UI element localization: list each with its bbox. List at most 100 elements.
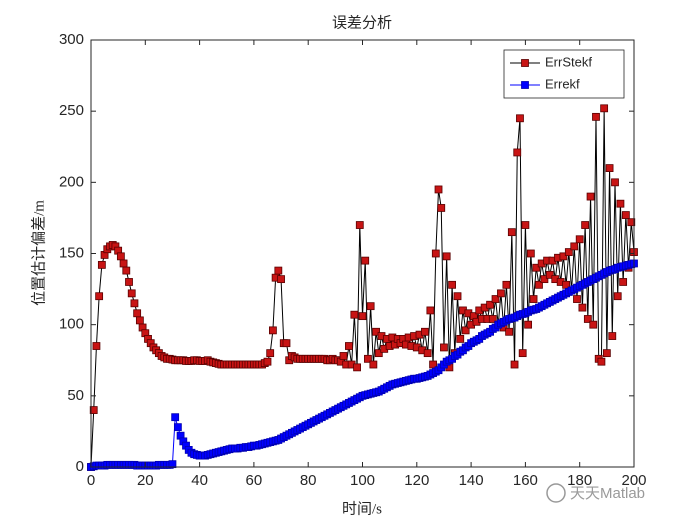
marker (135, 316, 144, 325)
marker (586, 192, 595, 201)
marker (581, 221, 590, 229)
legend-marker (521, 81, 529, 89)
marker (619, 278, 628, 286)
marker (616, 199, 625, 208)
marker (442, 252, 451, 261)
marker (353, 363, 361, 372)
marker (613, 292, 622, 301)
marker (92, 342, 101, 350)
marker (426, 306, 435, 315)
marker (171, 413, 180, 422)
watermark: 天天Matlab (546, 483, 645, 503)
marker (589, 320, 598, 329)
y-tick-label: 50 (67, 387, 84, 404)
marker (364, 354, 372, 363)
marker (274, 266, 283, 275)
marker (168, 460, 177, 469)
marker (263, 357, 272, 366)
series-markers (87, 259, 638, 471)
marker (89, 406, 98, 414)
marker (611, 178, 619, 187)
marker (366, 302, 375, 311)
marker (486, 300, 495, 309)
marker (545, 270, 554, 279)
marker (456, 334, 465, 343)
marker (529, 295, 538, 303)
marker (559, 252, 568, 261)
legend: ErrStekf Errekf (503, 49, 625, 99)
marker (497, 289, 505, 298)
marker (518, 349, 527, 358)
y-tick-label: 200 (59, 173, 84, 190)
chart-title: 误差分析 (332, 14, 392, 31)
marker (578, 303, 587, 312)
x-tick-label: 140 (459, 472, 484, 489)
marker (339, 352, 348, 360)
y-tick-label: 0 (76, 458, 84, 475)
x-tick-label: 20 (137, 472, 154, 489)
marker (116, 252, 125, 261)
marker (119, 259, 128, 268)
marker (277, 275, 285, 284)
marker (540, 275, 549, 284)
y-tick-label: 250 (59, 102, 84, 119)
marker (605, 164, 614, 173)
marker (355, 221, 364, 229)
marker (122, 266, 131, 275)
x-tick-label: 80 (300, 472, 317, 489)
marker (597, 357, 606, 366)
marker (505, 327, 514, 336)
legend-label: ErrStekf (545, 54, 592, 69)
x-axis-label: 时间/s (342, 500, 382, 517)
marker (535, 280, 543, 289)
marker (602, 349, 611, 358)
y-axis-label: 位置估计偏差/m (30, 200, 47, 306)
marker (507, 228, 516, 237)
x-tick-label: 200 (621, 472, 646, 489)
marker (592, 112, 600, 121)
legend-label: Errekf (545, 76, 580, 91)
marker (600, 104, 609, 113)
marker (345, 342, 353, 350)
x-tick-label: 40 (191, 472, 208, 489)
marker (266, 349, 275, 358)
marker (621, 211, 630, 219)
marker (369, 360, 378, 369)
y-tick-label: 100 (59, 316, 84, 333)
marker (526, 249, 535, 258)
marker (564, 248, 573, 256)
y-tick-label: 300 (59, 31, 84, 48)
marker (133, 309, 142, 318)
marker (573, 295, 581, 303)
marker (269, 326, 277, 335)
marker (453, 292, 462, 301)
marker (440, 343, 448, 352)
marker (423, 349, 432, 358)
marker (421, 327, 429, 336)
marker (434, 185, 443, 194)
marker (125, 278, 133, 286)
marker (127, 289, 136, 298)
y-tick-label: 150 (59, 244, 84, 261)
marker (448, 280, 456, 289)
marker (437, 204, 446, 212)
plot-area (91, 40, 634, 467)
x-tick-label: 180 (567, 472, 592, 489)
marker (510, 360, 519, 369)
marker (358, 312, 367, 321)
watermark-icon (546, 483, 566, 503)
marker (491, 295, 500, 303)
marker (513, 148, 522, 157)
marker (372, 327, 380, 336)
marker (130, 299, 139, 308)
marker (95, 292, 104, 301)
x-tick-label: 60 (246, 472, 263, 489)
legend-marker (521, 59, 529, 67)
marker (374, 349, 383, 358)
marker (173, 423, 182, 432)
marker (461, 326, 470, 335)
marker (350, 310, 359, 319)
marker (583, 315, 592, 323)
x-tick-label: 0 (87, 472, 95, 489)
